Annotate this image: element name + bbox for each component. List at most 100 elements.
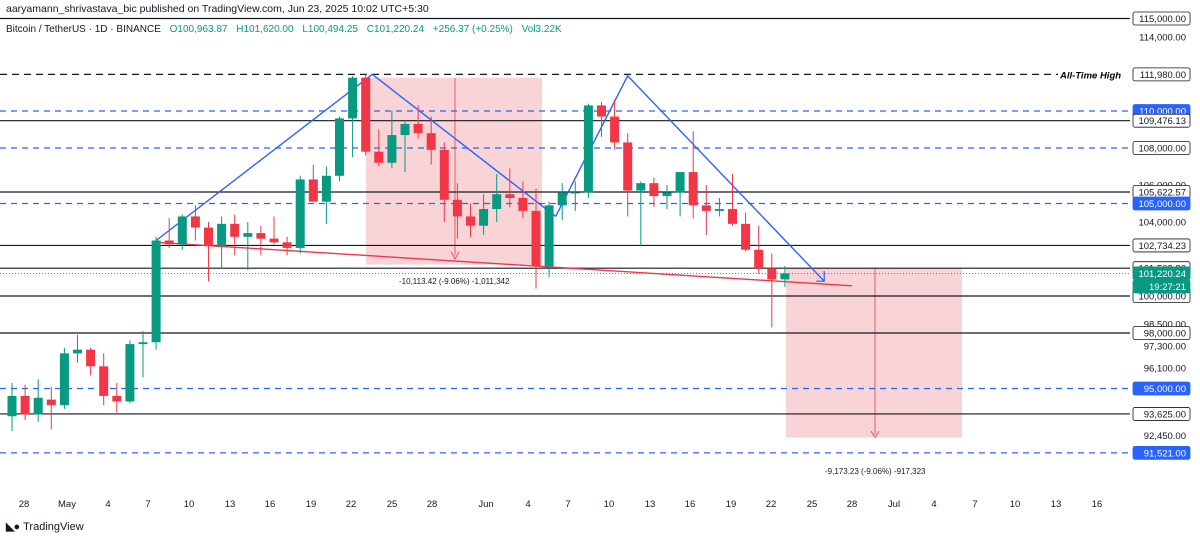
candle-body[interactable] [282,242,292,248]
candle-body[interactable] [583,105,593,193]
x-tick-label: 7 [972,499,977,510]
x-tick-label: 28 [847,499,858,510]
candle-body[interactable] [754,249,764,269]
ohlc-open: O100,963.87 [169,24,228,35]
candle-body[interactable] [164,240,174,245]
candle-body[interactable] [741,223,751,250]
x-tick-label: 16 [1092,499,1103,510]
candle-body[interactable] [190,216,200,228]
all-time-high-label: All-Time High [1059,70,1121,81]
candle-body[interactable] [544,205,554,267]
candle-body[interactable] [59,353,69,406]
candle-body[interactable] [387,135,397,163]
x-tick-label: 22 [346,499,357,510]
candle-body[interactable] [452,199,462,217]
candle-body[interactable] [125,344,135,402]
candle-body[interactable] [243,233,253,237]
trendline-left-peak[interactable] [155,73,557,242]
candle-body[interactable] [518,197,528,211]
candle-body[interactable] [86,349,96,367]
x-tick-label: 4 [931,499,936,510]
candle-body[interactable] [374,151,384,163]
candle-body[interactable] [688,172,698,206]
tradingview-logo-text: TradingView [23,520,84,533]
neckline[interactable] [156,241,853,287]
current-price-tag: 101,220.24 [1138,269,1186,280]
x-tick-label: 4 [525,499,530,510]
candle-body[interactable] [662,192,672,197]
y-tick-label: 98,500.00 [1144,319,1186,330]
y-tick-label: 104,000.00 [1138,218,1186,229]
price-tag-4: 108,000.00 [1138,144,1186,155]
candle-body[interactable] [675,172,685,193]
price-tag-7-bg [1132,238,1191,253]
trendline-right-peak[interactable] [555,74,825,282]
measure-zone-2[interactable] [786,268,962,438]
candle-body[interactable] [256,233,266,239]
candle-body[interactable] [767,268,777,280]
candle-body[interactable] [479,209,489,226]
candle-body[interactable] [531,210,541,267]
price-tag-0-bg [1132,11,1191,26]
candle-body[interactable] [177,216,187,245]
tradingview-logo: ◣● TradingView [6,520,84,534]
ohlc-change: +256.37 (+0.25%) [432,24,513,35]
candle-body[interactable] [636,183,646,191]
candle-body[interactable] [597,105,606,117]
price-tag-12-bg [1132,407,1191,421]
candle-body[interactable] [505,194,515,198]
candle-body[interactable] [439,149,449,200]
price-tag-6: 105,000.00 [1138,199,1186,210]
x-tick-label: 4 [105,499,110,510]
candle-body[interactable] [151,240,161,343]
candle-body[interactable] [348,77,358,119]
candle-body[interactable] [649,183,659,197]
candle-body[interactable] [112,395,122,402]
candle-body[interactable] [426,133,436,150]
candle-body[interactable] [413,123,423,134]
candle-body[interactable] [33,397,43,415]
candle-body[interactable] [335,118,344,176]
candle-body[interactable] [701,205,711,211]
candle-body[interactable] [204,227,213,247]
x-tick-label: 7 [145,499,150,510]
ohlc-low: L100,494.25 [302,24,358,35]
candle-body[interactable] [321,175,331,202]
candle-body[interactable] [610,116,620,143]
x-tick-label: 25 [387,499,398,510]
candle-body[interactable] [361,77,371,152]
ath-label-bg [1058,67,1132,82]
x-tick-label: 28 [19,499,30,510]
candle-body[interactable] [714,209,724,211]
price-tag-13-bg [1132,445,1191,460]
candle-body[interactable] [492,194,502,210]
x-tick-label: 19 [726,499,737,510]
candle-body[interactable] [230,223,240,237]
y-tick-label: 96,100.00 [1144,364,1186,375]
candle-body[interactable] [308,179,318,202]
candle-body[interactable] [570,192,580,194]
measure-zone-1[interactable] [366,77,542,265]
candle-body[interactable] [557,192,567,206]
candle-body[interactable] [46,399,56,406]
price-tag-7: 102,734.23 [1138,241,1186,252]
candle-body[interactable] [7,395,17,417]
x-tick-label: 10 [184,499,195,510]
candle-body[interactable] [138,342,148,345]
candle-body[interactable] [780,273,790,280]
candle-body[interactable] [466,216,475,226]
x-tick-label: 13 [645,499,656,510]
candle-body[interactable] [269,238,279,243]
candle-body[interactable] [20,395,30,415]
price-tag-0: 115,000.00 [1139,14,1186,25]
candle-body[interactable] [400,123,410,136]
candle-body[interactable] [295,179,305,248]
candle-body[interactable] [99,366,109,396]
candle-body[interactable] [73,349,82,354]
candle-body[interactable] [217,223,227,247]
symbol-title[interactable]: Bitcoin / TetherUS · 1D · BINANCE [6,24,161,35]
candle-body[interactable] [728,209,737,224]
candle-body[interactable] [623,142,633,191]
price-tag-9: 100,000.00 [1138,292,1186,303]
